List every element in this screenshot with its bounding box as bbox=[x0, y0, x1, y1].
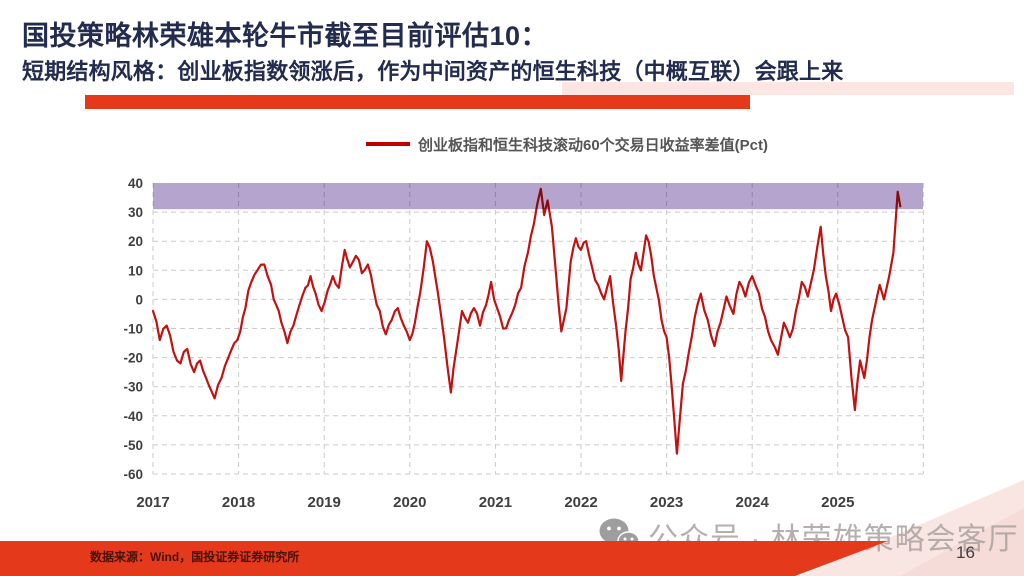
svg-text:-40: -40 bbox=[123, 409, 143, 424]
legend-label: 创业板指和恒生科技滚动60个交易日收益率差值(Pct) bbox=[418, 136, 769, 154]
svg-text:0: 0 bbox=[135, 292, 143, 307]
svg-text:2021: 2021 bbox=[479, 494, 512, 511]
title-underline-bar bbox=[85, 95, 750, 109]
svg-text:2024: 2024 bbox=[736, 494, 770, 511]
svg-text:-60: -60 bbox=[123, 467, 143, 482]
page-number: 16 bbox=[956, 543, 975, 562]
svg-text:-30: -30 bbox=[123, 380, 143, 395]
svg-text:2020: 2020 bbox=[393, 494, 426, 511]
chart-legend: 创业板指和恒生科技滚动60个交易日收益率差值(Pct) bbox=[366, 133, 768, 155]
svg-text:2017: 2017 bbox=[136, 494, 169, 511]
svg-text:2018: 2018 bbox=[222, 494, 255, 511]
data-source-note: 数据来源：Wind，国投证券证券研究所 bbox=[90, 550, 300, 564]
legend-line-marker bbox=[366, 142, 410, 146]
svg-text:40: 40 bbox=[128, 176, 143, 191]
svg-text:-10: -10 bbox=[123, 322, 143, 337]
footer-red-band bbox=[0, 541, 888, 576]
svg-text:-50: -50 bbox=[123, 438, 143, 453]
page-title: 国投策略林荣雄本轮牛市截至目前评估10： bbox=[22, 21, 549, 51]
highlight-band bbox=[153, 183, 923, 210]
svg-text:20: 20 bbox=[128, 234, 143, 249]
subtitle-highlight-strip bbox=[562, 82, 1014, 95]
svg-text:30: 30 bbox=[128, 205, 143, 220]
svg-text:2023: 2023 bbox=[650, 494, 683, 511]
svg-text:2022: 2022 bbox=[564, 494, 597, 511]
svg-text:2019: 2019 bbox=[308, 494, 341, 511]
svg-text:-20: -20 bbox=[123, 351, 143, 366]
svg-text:10: 10 bbox=[128, 263, 143, 278]
svg-text:2025: 2025 bbox=[821, 494, 854, 511]
page-subtitle: 短期结构风格：创业板指数领涨后，作为中间资产的恒生科技（中概互联）会跟上来 bbox=[22, 59, 844, 84]
